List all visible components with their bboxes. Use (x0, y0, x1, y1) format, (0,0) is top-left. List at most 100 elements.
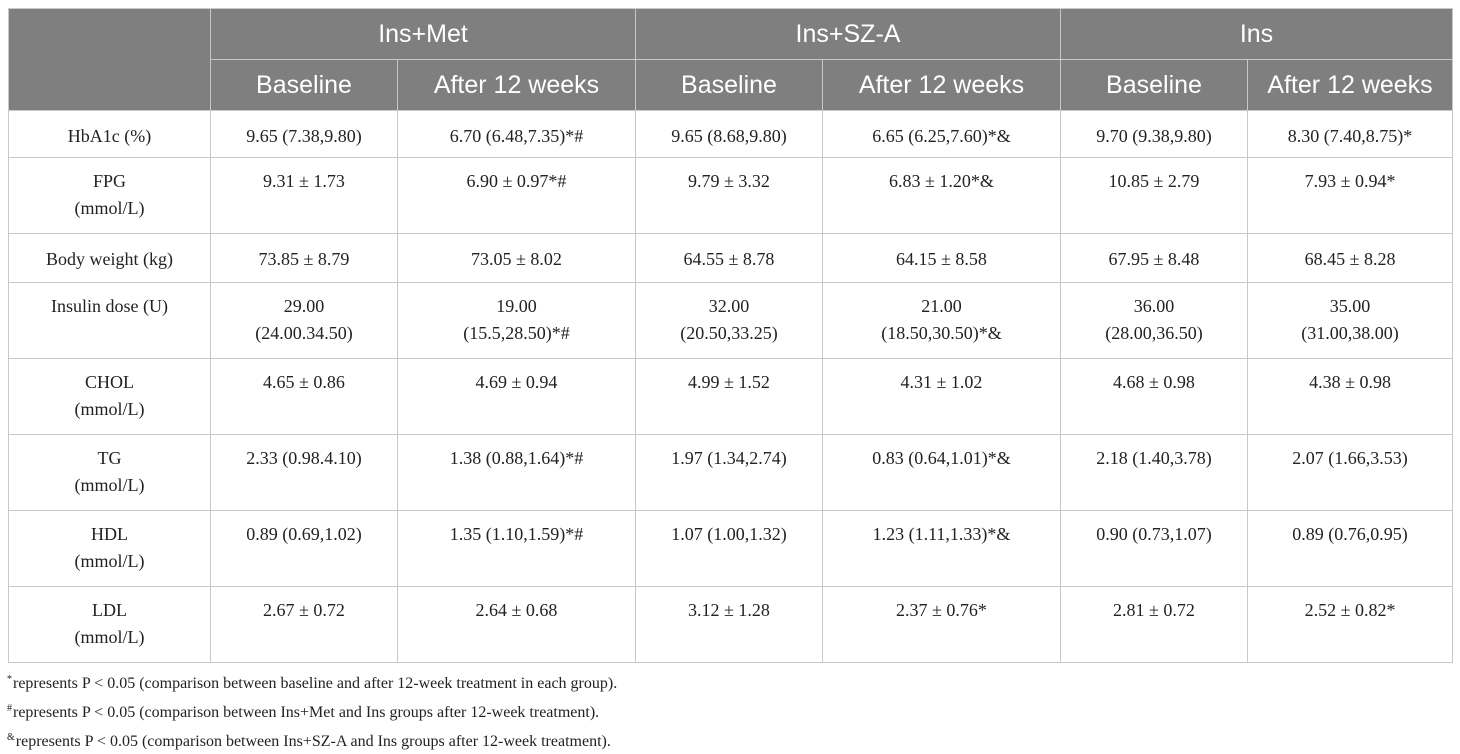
column-header-baseline: Baseline (210, 59, 398, 111)
column-header-after-12-weeks: After 12 weeks (397, 59, 636, 111)
table-cell: 2.67 ± 0.72 (210, 586, 398, 663)
row-label-line: FPG (92, 171, 127, 191)
cell-value: 6.90 ± 0.97*# (466, 171, 567, 191)
table-cell: 2.81 ± 0.72 (1060, 586, 1248, 663)
cell-value: 2.37 ± 0.76* (896, 600, 987, 620)
cell-value: 3.12 ± 1.28 (688, 600, 770, 620)
row-label: HDL (mmol/L) (8, 510, 211, 587)
table-cell: 3.12 ± 1.28 (635, 586, 823, 663)
cell-value: 4.65 ± 0.86 (263, 372, 345, 392)
table-cell: 9.65 (7.38,9.80) (210, 110, 398, 158)
cell-value: 0.90 (0.73,1.07) (1096, 524, 1212, 544)
cell-value: 8.30 (7.40,8.75)* (1287, 126, 1413, 146)
cell-value: 2.67 ± 0.72 (263, 600, 345, 620)
table-cell: 0.89 (0.69,1.02) (210, 510, 398, 587)
table-cell: 32.00 (20.50,33.25) (635, 282, 823, 359)
cell-value: 1.38 (0.88,1.64)*# (449, 448, 584, 468)
table-cell: 2.37 ± 0.76* (822, 586, 1061, 663)
group-header-ins: Ins (1059, 8, 1454, 60)
table-cell: 4.99 ± 1.52 (635, 358, 823, 435)
cell-value: 0.89 (0.76,0.95) (1292, 524, 1408, 544)
cell-value: (31.00,38.00) (1301, 323, 1399, 343)
cell-value: 4.38 ± 0.98 (1309, 372, 1391, 392)
table-cell: 4.65 ± 0.86 (210, 358, 398, 435)
table-cell: 10.85 ± 2.79 (1060, 157, 1248, 234)
row-label: TG (mmol/L) (8, 434, 211, 511)
footnote-mark: & (7, 732, 15, 743)
cell-value: 2.07 (1.66,3.53) (1292, 448, 1408, 468)
cell-value: 4.68 ± 0.98 (1113, 372, 1195, 392)
header-corner (8, 8, 211, 111)
row-label-line: HbA1c (%) (67, 126, 152, 146)
cell-value: 32.00 (708, 296, 750, 316)
table-cell: 1.35 (1.10,1.59)*# (397, 510, 636, 587)
cell-value: 64.55 ± 8.78 (683, 249, 775, 269)
cell-value: 67.95 ± 8.48 (1108, 249, 1200, 269)
cell-value: (20.50,33.25) (680, 323, 778, 343)
table-row: Body weight (kg) 73.85 ± 8.79 73.05 ± 8.02… (8, 233, 1454, 283)
footnote-text: represents P < 0.05 (comparison between … (13, 675, 618, 692)
table-row: HbA1c (%) 9.65 (7.38,9.80) 6.70 (6.48,7.35… (8, 110, 1454, 158)
cell-value: 19.00 (496, 296, 537, 316)
table-container: Ins+Met Ins+SZ-A Ins Baseline After 12 w… (8, 8, 1454, 663)
column-header-after-12-weeks: After 12 weeks (822, 59, 1061, 111)
cell-value: 1.23 (1.11,1.33)*& (872, 524, 1011, 544)
footnote-text: represents P < 0.05 (comparison between … (13, 704, 600, 721)
cell-value: (24.00.34.50) (255, 323, 353, 343)
cell-value: 2.64 ± 0.68 (475, 600, 558, 620)
group-header-ins-sz-a: Ins+SZ-A (635, 8, 1061, 60)
cell-value: 29.00 (283, 296, 325, 316)
row-label-line: (mmol/L) (74, 399, 145, 419)
group-header-ins-met: Ins+Met (210, 8, 636, 60)
table-cell: 64.55 ± 8.78 (635, 233, 823, 283)
cell-value: 0.89 (0.69,1.02) (246, 524, 362, 544)
table-cell: 1.07 (1.00,1.32) (635, 510, 823, 587)
table-cell: 29.00 (24.00.34.50) (210, 282, 398, 359)
cell-value: 10.85 ± 2.79 (1108, 171, 1200, 191)
table-cell: 2.07 (1.66,3.53) (1246, 434, 1454, 511)
footnote-mark: # (7, 703, 12, 714)
cell-value: (18.50,30.50)*& (881, 323, 1002, 343)
row-label-line: (mmol/L) (74, 627, 145, 647)
table-cell: 9.65 (8.68,9.80) (635, 110, 823, 158)
cell-value: 2.18 (1.40,3.78) (1096, 448, 1212, 468)
cell-value: 1.97 (1.34,2.74) (671, 448, 787, 468)
table-row: CHOL (mmol/L) 4.65 ± 0.86 4.69 ± 0.94 4.99 ±… (8, 358, 1454, 435)
table-row: TG (mmol/L) 2.33 (0.98.4.10) 1.38 (0.88,1.6… (8, 434, 1454, 511)
cell-value: (15.5,28.50)*# (463, 323, 570, 343)
cell-value: 36.00 (1133, 296, 1175, 316)
table-cell: 2.18 (1.40,3.78) (1060, 434, 1248, 511)
cell-value: 0.83 (0.64,1.01)*& (872, 448, 1011, 468)
table-row: HDL (mmol/L) 0.89 (0.69,1.02) 1.35 (1.10,1.… (8, 510, 1454, 587)
table-cell: 0.89 (0.76,0.95) (1246, 510, 1454, 587)
table-cell: 21.00 (18.50,30.50)*& (822, 282, 1061, 359)
cell-value: 9.65 (8.68,9.80) (671, 126, 787, 146)
column-header-after-12-weeks: After 12 weeks (1246, 59, 1454, 111)
table-cell: 19.00 (15.5,28.50)*# (397, 282, 636, 359)
table-row: Insulin dose (U) 29.00 (24.00.34.50) 19.00 (… (8, 282, 1454, 359)
row-label: Insulin dose (U) (8, 282, 211, 359)
table-cell: 6.70 (6.48,7.35)*# (397, 110, 636, 158)
table-cell: 4.69 ± 0.94 (397, 358, 636, 435)
row-label-line: Insulin dose (U) (51, 296, 168, 316)
cell-value: 1.07 (1.00,1.32) (671, 524, 787, 544)
cell-value: 6.70 (6.48,7.35)*# (449, 126, 584, 146)
cell-value: 9.79 ± 3.32 (688, 171, 770, 191)
cell-value: 4.31 ± 1.02 (900, 372, 983, 392)
table-cell: 68.45 ± 8.28 (1246, 233, 1454, 283)
row-label-line: CHOL (85, 372, 134, 392)
column-header-baseline: Baseline (1060, 59, 1248, 111)
table-cell: 4.31 ± 1.02 (822, 358, 1061, 435)
cell-value: 1.35 (1.10,1.59)*# (449, 524, 584, 544)
table-cell: 36.00 (28.00,36.50) (1060, 282, 1248, 359)
footnotes: *represents P < 0.05 (comparison between… (7, 667, 617, 754)
cell-value: 35.00 (1329, 296, 1371, 316)
footnote: #represents P < 0.05 (comparison between… (7, 696, 617, 725)
table-cell: 4.38 ± 0.98 (1246, 358, 1454, 435)
row-label: Body weight (kg) (8, 233, 211, 283)
cell-value: 2.33 (0.98.4.10) (246, 448, 362, 468)
table-cell: 73.85 ± 8.79 (210, 233, 398, 283)
table-cell: 1.23 (1.11,1.33)*& (822, 510, 1061, 587)
table-cell: 7.93 ± 0.94* (1246, 157, 1454, 234)
row-label-line: (mmol/L) (74, 198, 145, 218)
